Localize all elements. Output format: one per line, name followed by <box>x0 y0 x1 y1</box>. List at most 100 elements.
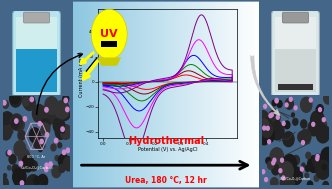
Circle shape <box>60 107 70 120</box>
Circle shape <box>322 118 325 122</box>
Circle shape <box>316 125 330 143</box>
Bar <box>177 0 179 189</box>
Circle shape <box>326 127 331 134</box>
Circle shape <box>302 163 305 167</box>
Circle shape <box>19 161 23 166</box>
Bar <box>114 0 116 189</box>
Circle shape <box>41 143 45 148</box>
Bar <box>224 0 225 189</box>
Circle shape <box>4 174 7 178</box>
Circle shape <box>257 111 269 127</box>
Bar <box>142 0 144 189</box>
Circle shape <box>321 147 332 166</box>
Polygon shape <box>97 57 121 66</box>
Bar <box>240 0 242 189</box>
Circle shape <box>45 163 48 167</box>
Bar <box>198 0 200 189</box>
Circle shape <box>38 174 47 188</box>
Circle shape <box>263 128 274 143</box>
Bar <box>123 0 125 189</box>
Circle shape <box>45 108 48 112</box>
Circle shape <box>279 162 293 180</box>
Bar <box>275 49 316 92</box>
Circle shape <box>63 95 69 103</box>
Bar <box>120 0 122 189</box>
Circle shape <box>60 125 71 139</box>
Circle shape <box>8 166 11 170</box>
Circle shape <box>319 126 323 132</box>
Circle shape <box>268 110 280 126</box>
Circle shape <box>30 161 38 171</box>
Bar <box>179 0 181 189</box>
Bar <box>175 0 177 189</box>
Bar <box>212 0 214 189</box>
Circle shape <box>62 150 66 155</box>
Bar <box>203 0 205 189</box>
Circle shape <box>11 114 23 130</box>
Bar <box>155 0 157 189</box>
Bar <box>275 17 316 49</box>
Bar <box>235 0 237 189</box>
Text: Degradation
Azure Dye: Degradation Azure Dye <box>271 13 320 26</box>
Circle shape <box>3 101 6 105</box>
Bar <box>222 0 224 189</box>
Bar <box>129 0 131 189</box>
Bar <box>95 0 97 189</box>
Circle shape <box>6 125 13 135</box>
Circle shape <box>268 161 274 169</box>
Bar <box>250 0 252 189</box>
Bar <box>225 0 227 189</box>
Circle shape <box>267 135 270 140</box>
Circle shape <box>316 160 330 179</box>
Circle shape <box>30 97 34 101</box>
Bar <box>127 0 129 189</box>
Bar <box>244 0 246 189</box>
Bar <box>190 0 192 189</box>
Bar <box>138 0 140 189</box>
Circle shape <box>294 106 297 110</box>
Bar <box>102 41 117 47</box>
Text: Urea, 180 °C, 12 hr: Urea, 180 °C, 12 hr <box>125 176 207 185</box>
Circle shape <box>284 121 290 129</box>
Circle shape <box>282 162 294 178</box>
Y-axis label: Current (mA cm⁻²): Current (mA cm⁻²) <box>79 51 84 97</box>
Circle shape <box>23 154 32 166</box>
Circle shape <box>64 98 67 103</box>
Circle shape <box>311 111 324 129</box>
Circle shape <box>45 132 49 137</box>
Circle shape <box>281 158 284 162</box>
Bar <box>207 0 209 189</box>
Circle shape <box>258 129 270 145</box>
Circle shape <box>66 148 70 153</box>
Circle shape <box>55 156 59 161</box>
Bar <box>278 84 313 90</box>
Circle shape <box>319 158 327 169</box>
Circle shape <box>10 93 16 101</box>
Circle shape <box>314 121 321 129</box>
Bar <box>229 0 231 189</box>
Bar <box>73 0 75 189</box>
Bar <box>220 0 222 189</box>
Circle shape <box>261 119 268 128</box>
FancyBboxPatch shape <box>272 11 319 97</box>
Bar <box>237 0 238 189</box>
Circle shape <box>279 169 282 173</box>
Circle shape <box>307 181 313 188</box>
Circle shape <box>0 112 14 130</box>
Bar <box>200 0 201 189</box>
Circle shape <box>46 111 55 124</box>
Bar <box>162 0 164 189</box>
Bar <box>216 0 218 189</box>
Circle shape <box>54 138 58 143</box>
Circle shape <box>322 164 326 170</box>
Bar <box>84 0 86 189</box>
Bar <box>188 0 190 189</box>
Circle shape <box>91 9 127 59</box>
Bar <box>242 0 244 189</box>
Bar <box>168 0 170 189</box>
Bar <box>99 0 101 189</box>
Circle shape <box>313 154 323 168</box>
Circle shape <box>23 97 29 106</box>
Circle shape <box>262 118 271 130</box>
Bar <box>170 0 172 189</box>
